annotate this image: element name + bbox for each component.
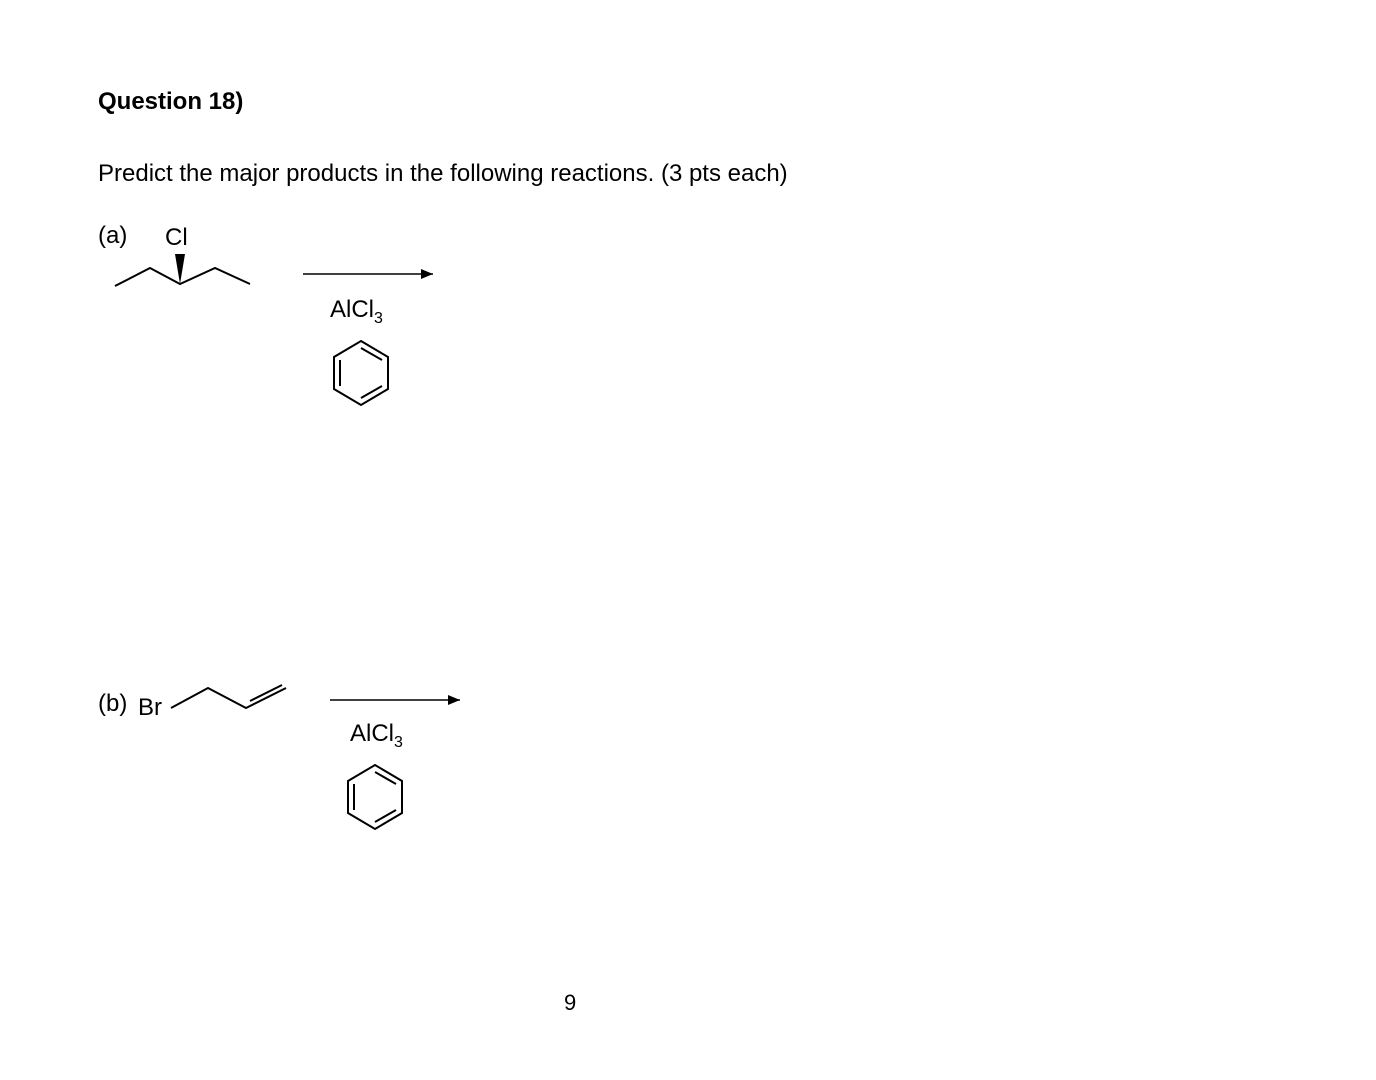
page: Question 18) Predict the major products …	[0, 0, 1376, 1080]
arrow-head-icon	[421, 269, 433, 279]
question-prompt: Predict the major products in the follow…	[98, 160, 788, 188]
benzene-inner-bond	[375, 810, 396, 822]
part-b-reagent: AlCl3	[350, 720, 403, 752]
part-b-chain	[166, 668, 316, 728]
benzene-hexagon	[334, 341, 388, 405]
part-b-substituent-label: Br	[138, 694, 162, 722]
part-b-arrow	[330, 693, 470, 707]
question-title: Question 18)	[98, 88, 243, 116]
part-a-backbone	[115, 268, 250, 286]
arrow-head-icon	[448, 695, 460, 705]
benzene-hexagon	[348, 765, 402, 829]
benzene-inner-bond	[375, 772, 396, 784]
part-a-reagent: AlCl3	[330, 296, 383, 328]
part-a-benzene-icon	[324, 336, 398, 410]
part-a-arrow	[303, 267, 443, 281]
benzene-inner-bond	[361, 348, 382, 360]
part-a-wedge-bond	[175, 254, 185, 284]
part-a-chain	[105, 246, 265, 296]
part-b-label: (b)	[98, 690, 127, 718]
page-number: 9	[564, 990, 576, 1016]
benzene-inner-bond	[361, 386, 382, 398]
part-b-benzene-icon	[338, 760, 412, 834]
